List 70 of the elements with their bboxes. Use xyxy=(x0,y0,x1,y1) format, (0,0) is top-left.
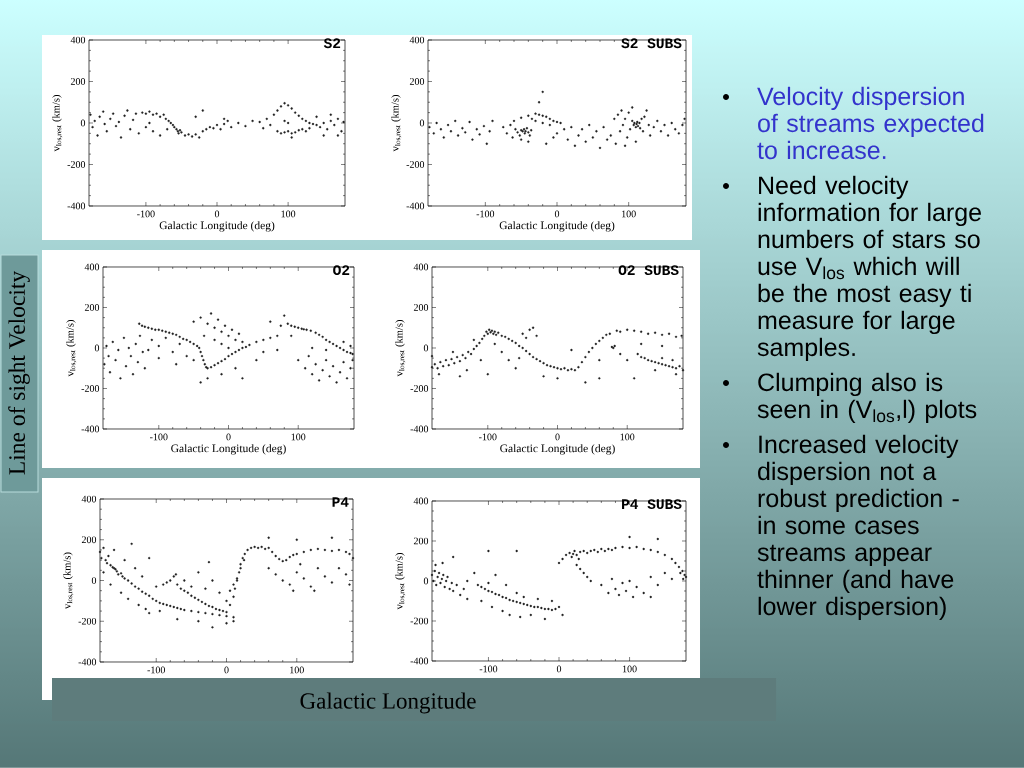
text: Line of sight Velocity xyxy=(8,270,30,475)
y-tick-label: -400 xyxy=(67,202,86,210)
y-tick-label: 400 xyxy=(413,263,429,271)
x-tick-label: -100 xyxy=(137,210,155,218)
y-axis-title: v$_{los,rest}$ (km/s) xyxy=(395,320,406,377)
y-tick-label: -200 xyxy=(410,617,429,625)
x-tick-label: 0 xyxy=(224,666,229,674)
y-tick-label: 200 xyxy=(70,78,86,85)
y-tick-label: 0 xyxy=(91,577,97,584)
y-tick-label: 200 xyxy=(81,536,97,544)
y-axis-title: v$_{los,rest}$ (km/s) xyxy=(395,553,406,610)
y-tick-label: 0 xyxy=(423,577,429,585)
chart-title: O2 xyxy=(333,265,350,276)
y-tick-label: 0 xyxy=(419,119,425,127)
y-tick-label: -400 xyxy=(410,657,429,665)
y-tick-label: 400 xyxy=(409,36,425,44)
y-tick-label: -200 xyxy=(406,161,425,168)
text: Clumping also is seen in (V$_{los}$,l) plots xyxy=(757,372,977,424)
chart-title: P4 SUBS xyxy=(622,499,682,510)
x-tick-label: -100 xyxy=(476,210,495,218)
x-tick-label: 0 xyxy=(555,433,560,441)
y-tick-label: 400 xyxy=(81,495,97,503)
y-tick-label: 200 xyxy=(409,78,425,85)
text: Need velocity information for large numbers of stars so use V$_{los}$ which will be the most easy ti measure for large samples. xyxy=(757,175,981,362)
x-tick-label: 100 xyxy=(281,210,296,218)
y-tick-label: 200 xyxy=(84,304,100,311)
y-axis-title: v$_{los,rest}$ (km/s) xyxy=(63,552,74,609)
x-tick-label: 0 xyxy=(556,665,562,673)
y-axis-title: v$_{los,rest}$ (km/s) xyxy=(391,95,402,152)
y-tick-label: -200 xyxy=(81,385,100,392)
y-tick-label: -400 xyxy=(81,425,100,433)
y-axis-title: v$_{los,rest}$ (km/s) xyxy=(66,320,77,377)
chart-title: S2 SUBS xyxy=(621,38,682,49)
y-tick-label: 200 xyxy=(413,537,429,545)
y-tick-label: -400 xyxy=(406,202,425,210)
y-tick-label: 400 xyxy=(70,36,86,44)
x-tick-label: 0 xyxy=(554,210,560,218)
y-tick-label: 0 xyxy=(423,344,429,352)
y-tick-label: -200 xyxy=(67,161,86,168)
x-tick-label: -100 xyxy=(149,433,168,441)
text: Increased velocity dispersion not a robust prediction - in some cases streams appear thinner (and have lower dispersion) xyxy=(757,434,959,621)
x-tick-label: 100 xyxy=(622,665,637,673)
x-tick-label: 0 xyxy=(226,433,231,441)
y-axis-title: v$_{los,rest}$ (km/s) xyxy=(52,95,63,152)
x-axis-title: Galactic Longitude (deg) xyxy=(500,444,615,455)
x-axis-title: Galactic Longitude (deg) xyxy=(159,221,275,232)
y-tick-label: -200 xyxy=(410,385,429,392)
text: Velocity dispersion of streams expected to increase. xyxy=(757,86,984,160)
y-tick-label: 0 xyxy=(80,119,86,127)
y-tick-label: 400 xyxy=(413,497,429,505)
x-tick-label: 0 xyxy=(214,210,220,218)
x-tick-label: -100 xyxy=(479,433,497,441)
chart-title: P4 xyxy=(332,497,349,507)
chart-title: O2 SUBS xyxy=(618,265,679,276)
x-tick-label: -100 xyxy=(479,665,498,673)
x-tick-label: 100 xyxy=(622,210,636,218)
y-tick-label: 200 xyxy=(413,304,429,311)
y-tick-label: -400 xyxy=(410,425,429,433)
x-tick-label: 100 xyxy=(290,666,304,674)
text: Galactic Longitude xyxy=(300,692,476,714)
x-axis-title: Galactic Longitude (deg) xyxy=(171,444,286,455)
y-tick-label: -400 xyxy=(78,658,97,666)
y-tick-label: 400 xyxy=(84,263,100,271)
x-tick-label: 100 xyxy=(620,433,635,441)
y-tick-label: -200 xyxy=(78,617,97,625)
chart-title: S2 xyxy=(323,38,341,49)
x-tick-label: 100 xyxy=(291,433,306,441)
x-axis-title: Galactic Longitude (deg) xyxy=(499,221,615,232)
x-tick-label: -100 xyxy=(147,666,166,674)
y-tick-label: 0 xyxy=(94,344,100,352)
